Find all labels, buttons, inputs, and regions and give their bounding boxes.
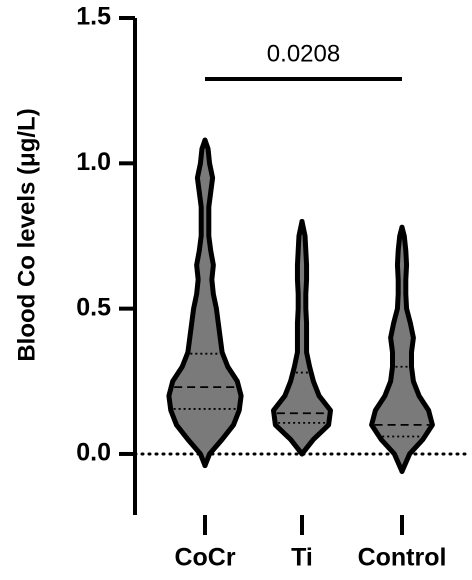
violin-half bbox=[299, 218, 333, 457]
y-axis-label: Blood Co levels (μg/L) bbox=[13, 108, 40, 361]
y-tick-label: 0.5 bbox=[76, 293, 111, 321]
violin-half bbox=[399, 224, 435, 474]
y-tick-label: 1.5 bbox=[76, 3, 111, 31]
violin-half bbox=[271, 218, 305, 457]
y-tick-label: 0.0 bbox=[76, 439, 111, 467]
x-tick-label: Ti bbox=[291, 544, 313, 572]
x-tick-label: Control bbox=[358, 544, 447, 572]
x-tick-label: CoCr bbox=[174, 544, 235, 572]
y-tick-label: 1.0 bbox=[76, 148, 111, 176]
violin-half bbox=[369, 224, 405, 474]
significance-label: 0.0208 bbox=[267, 40, 340, 67]
violin-half bbox=[202, 137, 244, 469]
violin-half bbox=[166, 137, 208, 469]
